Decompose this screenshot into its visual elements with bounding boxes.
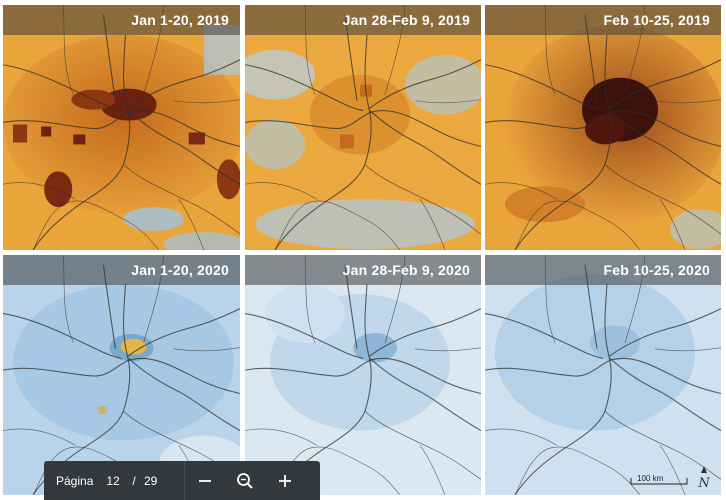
page-label: Página bbox=[56, 473, 94, 488]
panel-caption: Jan 1-20, 2020 bbox=[3, 255, 240, 285]
zoom-in-button[interactable] bbox=[265, 461, 305, 500]
total-pages: 29 bbox=[144, 473, 158, 488]
panel-caption: Feb 10-25, 2020 bbox=[485, 255, 721, 285]
map-panel-2020-feb-early: Jan 28-Feb 9, 2020 bbox=[245, 255, 481, 495]
zoom-reset-button[interactable] bbox=[225, 461, 265, 500]
zoom-out-button[interactable] bbox=[185, 461, 225, 500]
no2-map bbox=[485, 255, 721, 495]
scale-label: 100 km bbox=[637, 474, 664, 483]
panel-caption: Jan 1-20, 2019 bbox=[3, 5, 240, 35]
north-arrow-icon: N bbox=[697, 466, 710, 491]
map-panel-2020-feb-late: Feb 10-25, 2020 bbox=[485, 255, 721, 495]
map-panel-2019-feb-late: Feb 10-25, 2019 bbox=[485, 5, 721, 250]
plus-icon bbox=[279, 474, 291, 487]
page-separator: / bbox=[132, 473, 136, 488]
no2-map bbox=[245, 255, 481, 495]
panel-caption: Jan 28-Feb 9, 2020 bbox=[245, 255, 481, 285]
no2-map bbox=[245, 5, 481, 250]
panel-caption: Feb 10-25, 2019 bbox=[485, 5, 721, 35]
pdf-toolbar: Página 12 / 29 bbox=[44, 461, 320, 500]
toolbar-divider bbox=[184, 461, 185, 500]
map-panel-2020-jan: Jan 1-20, 2020 bbox=[3, 255, 240, 495]
no2-map bbox=[485, 5, 721, 250]
no2-map bbox=[3, 5, 240, 250]
panel-caption: Jan 28-Feb 9, 2019 bbox=[245, 5, 481, 35]
scale-bar-icon bbox=[630, 478, 688, 485]
magnifier-icon bbox=[237, 472, 253, 489]
current-page-input[interactable]: 12 bbox=[106, 473, 120, 488]
svg-text:N: N bbox=[697, 476, 710, 491]
map-panel-2019-feb-early: Jan 28-Feb 9, 2019 bbox=[245, 5, 481, 250]
minus-icon bbox=[199, 479, 211, 482]
map-panel-2019-jan: Jan 1-20, 2019 bbox=[3, 5, 240, 250]
no2-map bbox=[3, 255, 240, 495]
